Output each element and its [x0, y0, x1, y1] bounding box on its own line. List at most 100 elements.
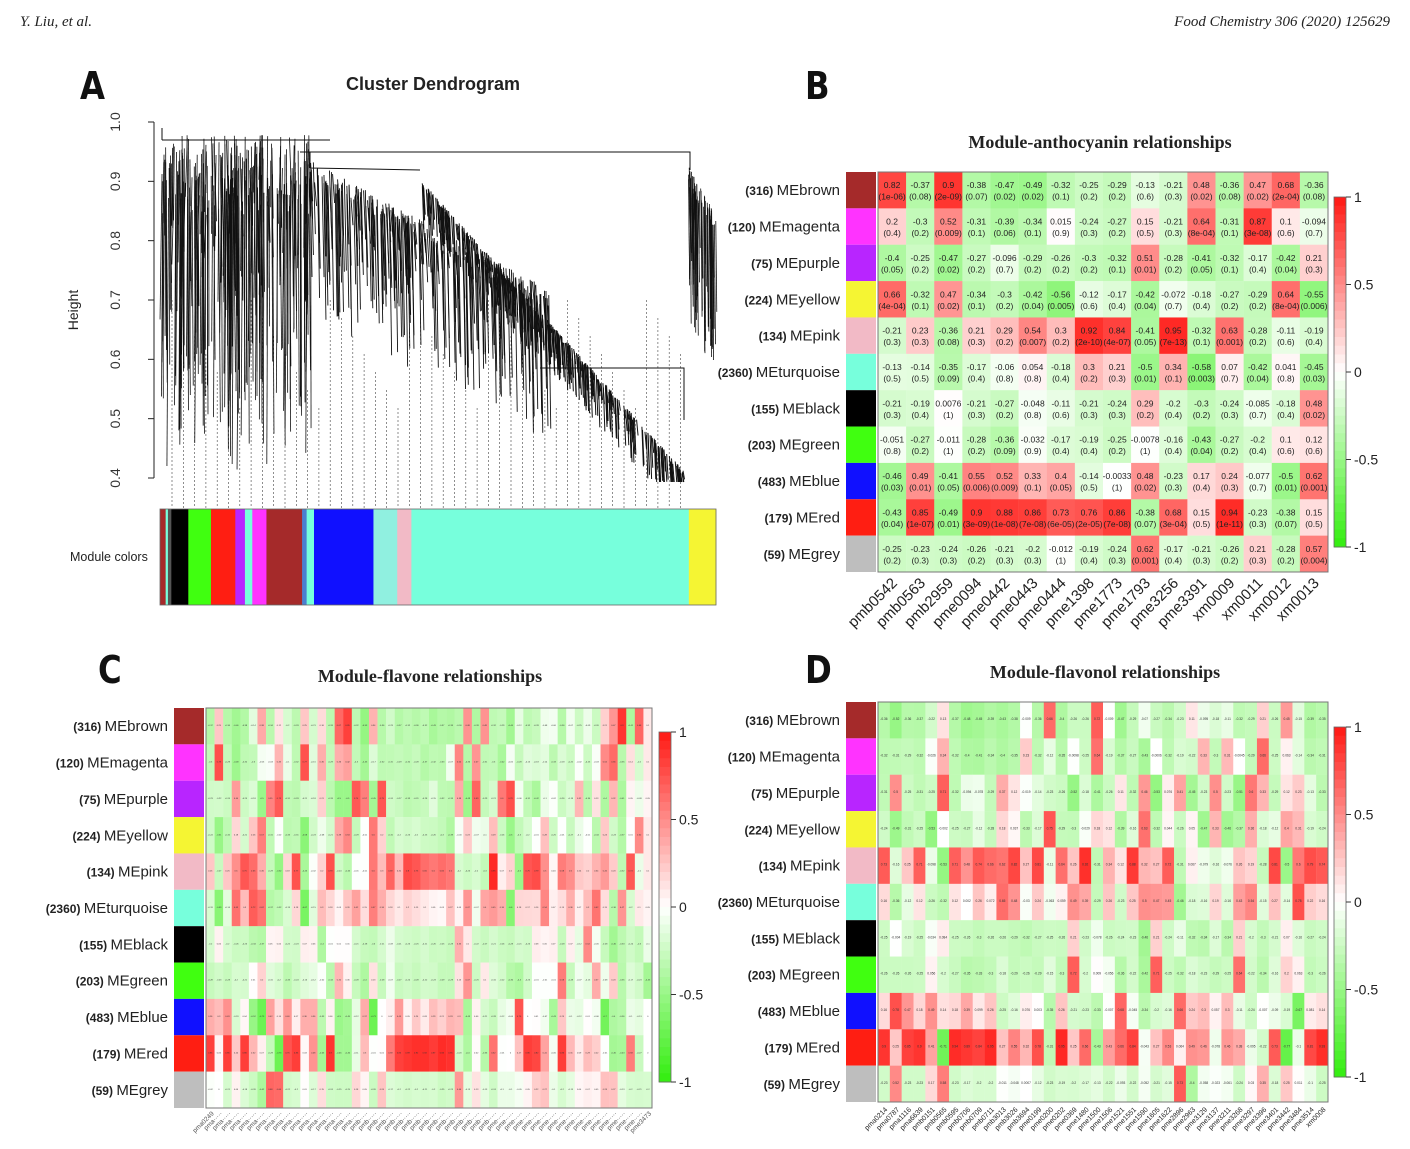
heatmap-frame — [877, 171, 1329, 573]
heatmap-cell — [1292, 811, 1305, 848]
cell-correlation: -0.019 — [1022, 790, 1031, 794]
heatmap-cell — [960, 1065, 973, 1103]
cell-correlation: -0.32 — [525, 725, 531, 727]
heatmap-cell — [906, 462, 935, 500]
heatmap-cell — [411, 744, 421, 781]
colorbar-step — [1334, 753, 1346, 763]
cell-pvalue: (0.05) — [937, 483, 959, 493]
dendrogram-branch — [268, 204, 271, 327]
heatmap-cell — [889, 883, 902, 921]
cell-pvalue: (0.3) — [940, 555, 958, 565]
module-name: MEpurple — [104, 791, 168, 808]
dendrogram-branch — [586, 366, 590, 412]
cell-pvalue: (0.4) — [1080, 555, 1098, 565]
row-label: (203) MEgreen — [748, 967, 840, 984]
heatmap-cell — [368, 744, 378, 781]
cell-correlation: 0.07 — [1221, 362, 1238, 372]
row-label: (134) MEpink — [87, 864, 169, 881]
dendrogram-branch — [490, 277, 494, 359]
dendrogram-branch — [712, 224, 715, 278]
cell-correlation: 0.25 — [1129, 899, 1135, 903]
cell-correlation: -0.29 — [1023, 253, 1043, 263]
cell-pvalue: (0.04) — [881, 519, 903, 529]
cell-pvalue: (0.03) — [881, 483, 903, 493]
dendrogram-branch — [433, 241, 437, 311]
heatmap-cell — [643, 1035, 653, 1072]
heatmap-cell — [609, 708, 618, 745]
dendrogram-branch — [521, 292, 525, 307]
heatmap-cell — [984, 920, 997, 957]
heatmap-cell — [990, 244, 1019, 282]
cell-correlation: 0.3 — [217, 1016, 221, 1018]
cell-correlation: -0.26 — [987, 935, 994, 939]
cell-pvalue: (0.3) — [1080, 410, 1098, 420]
cell-correlation: 0.09 — [577, 1052, 582, 1054]
heatmap-cell — [1292, 1065, 1305, 1103]
heatmap-cell — [1215, 317, 1244, 355]
heatmap-cell — [454, 708, 464, 745]
heatmap-cell — [1233, 738, 1246, 775]
module-color-segment — [188, 509, 212, 605]
cell-correlation: -0.27 — [1307, 935, 1314, 939]
cell-correlation: -0.11 — [354, 1052, 360, 1054]
cell-correlation: -0.25 — [577, 725, 583, 727]
heatmap-cell — [1018, 244, 1047, 282]
heatmap-cell — [446, 817, 455, 854]
cell-correlation: -0.33 — [551, 762, 557, 764]
heatmap-cell — [960, 847, 973, 885]
module-gene-count: (155) — [751, 402, 782, 416]
cell-correlation: -0.2 — [988, 1081, 994, 1085]
dendrogram-branch — [439, 205, 442, 250]
colorbar-step — [659, 915, 671, 925]
colorbar-step — [1334, 779, 1346, 789]
cell-correlation: 0.15 — [1137, 217, 1154, 227]
colorbar-step — [1334, 442, 1346, 452]
cell-correlation: -0.26 — [1022, 972, 1029, 976]
cell-correlation: -0.07 — [542, 1016, 548, 1018]
cell-pvalue: (0.3) — [911, 337, 929, 347]
cell-correlation: -0.32 — [1034, 754, 1041, 758]
cell-correlation: -0.35 — [1046, 1008, 1053, 1012]
heatmap-cell — [497, 926, 507, 963]
cell-correlation: -0.12 — [354, 1016, 360, 1018]
heatmap-cell — [984, 992, 997, 1030]
cell-pvalue: (0.09) — [937, 374, 959, 384]
heatmap-cell — [1079, 738, 1092, 775]
heatmap-cell — [617, 817, 627, 854]
cell-correlation: -0.032 — [1021, 435, 1045, 445]
heatmap-cell — [206, 1071, 215, 1109]
module-name: MEgreen — [107, 973, 168, 990]
heatmap-cell — [377, 853, 387, 891]
heatmap-cell — [334, 817, 344, 854]
dendrogram-branch — [423, 230, 427, 253]
cell-correlation: -0.26 — [963, 935, 970, 939]
cell-correlation: -0.37 — [268, 907, 274, 909]
heatmap-cell — [1221, 992, 1234, 1030]
heatmap-cell — [972, 1029, 985, 1066]
heatmap-cell — [617, 926, 627, 963]
heatmap-cell — [566, 744, 576, 781]
heatmap-cell — [489, 1035, 498, 1072]
colorbar-tick-label: -1 — [679, 1074, 692, 1090]
heatmap-cell — [514, 926, 524, 963]
cell-correlation: -0.26 — [1082, 717, 1089, 721]
heatmap-cell — [901, 847, 914, 885]
cell-correlation: -0.07 — [474, 907, 480, 909]
dendrogram-branch — [535, 311, 538, 336]
heatmap-cell — [308, 926, 318, 963]
module-swatch — [174, 1071, 204, 1108]
heatmap-cell — [1031, 738, 1044, 775]
cell-correlation: -0.3 — [637, 943, 642, 945]
cell-pvalue: (0.5) — [1305, 519, 1323, 529]
heatmap-cell — [291, 780, 301, 818]
dendrogram-branch — [467, 235, 471, 278]
colorbar-step — [1334, 450, 1346, 460]
colorbar-step — [1334, 223, 1346, 233]
cell-correlation: 0.41 — [1177, 790, 1183, 794]
module-color-segment — [252, 509, 267, 605]
cell-correlation: -0.27 — [1129, 754, 1136, 758]
heatmap-cell — [300, 998, 310, 1036]
cell-correlation: -0.36 — [508, 980, 514, 982]
cell-correlation: -0.27 — [216, 871, 222, 873]
cell-pvalue: (0.2) — [996, 301, 1014, 311]
